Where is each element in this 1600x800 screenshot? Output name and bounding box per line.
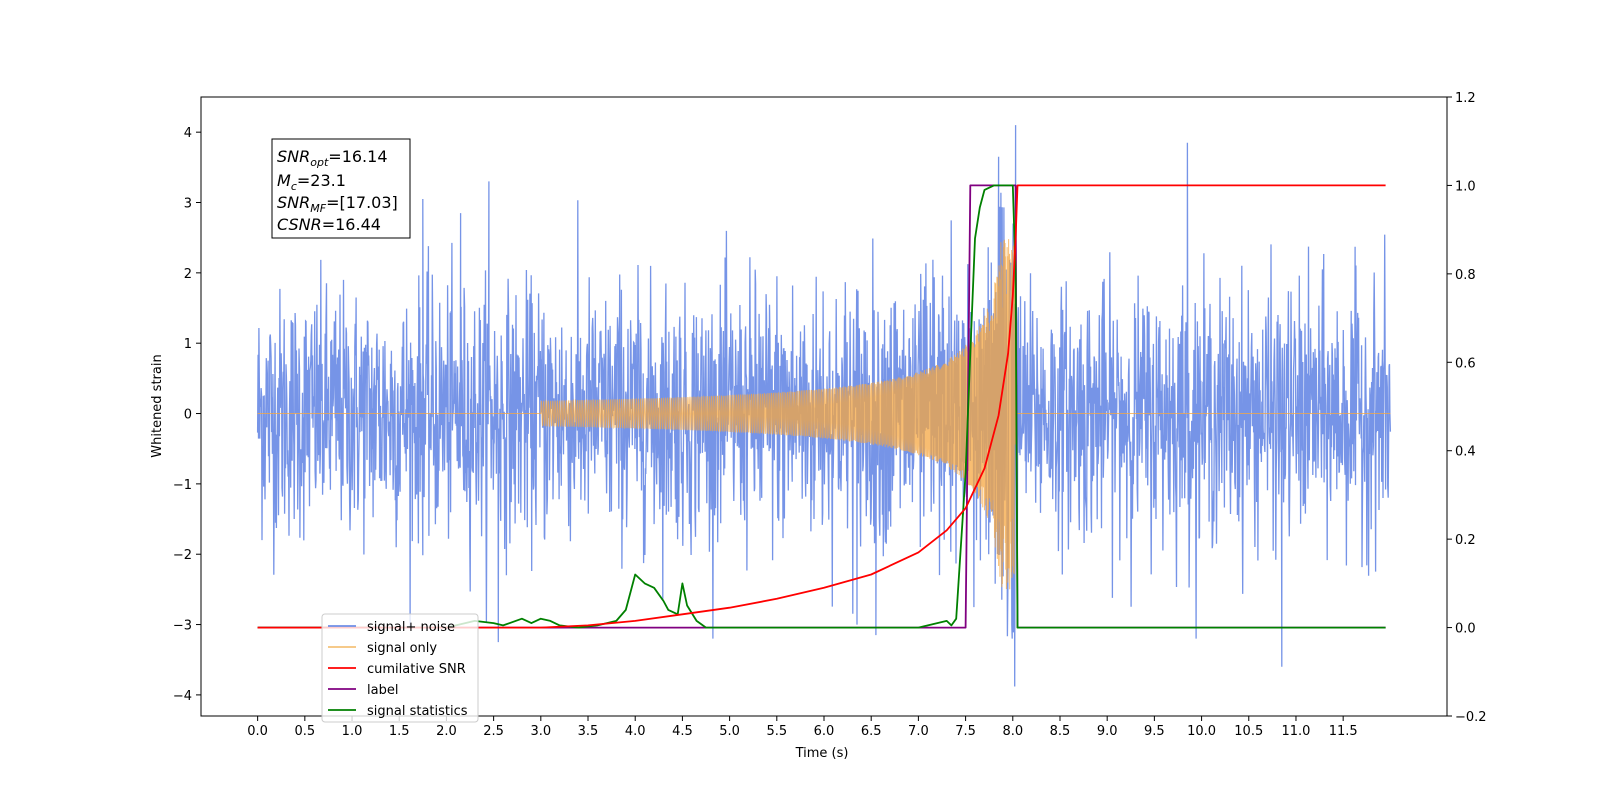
y-tick-label: −2 xyxy=(173,548,192,563)
x-tick-label: 10.0 xyxy=(1187,724,1216,739)
annotation-box: SNRopt=16.14 Mc=23.1 SNRMF=[17.03] CSNR=… xyxy=(271,138,411,239)
series-cumilative-snr-line xyxy=(257,184,1386,629)
svg-text:SNRMF=[17.03]: SNRMF=[17.03] xyxy=(277,193,398,215)
annotation-csnr-base: CSNR xyxy=(277,215,322,234)
x-tick-label: 1.0 xyxy=(342,724,363,739)
x-tick-label: 2.5 xyxy=(483,724,504,739)
x-tick-label: 8.5 xyxy=(1050,724,1071,739)
x-tick-label: 5.5 xyxy=(766,724,787,739)
y2-tick-label: 0.8 xyxy=(1455,268,1476,283)
annotation-mc-base: M xyxy=(277,171,291,190)
annotation-snr-opt-value: =16.14 xyxy=(328,147,387,166)
series-signal-only-line xyxy=(257,239,1391,590)
x-tick-label: 11.5 xyxy=(1329,724,1358,739)
y-axis-label: Whitened strain xyxy=(150,354,165,457)
annotation-snr-mf-sub: MF xyxy=(310,202,326,215)
x-tick-label: 4.0 xyxy=(625,724,646,739)
annotation-mc-sub: c xyxy=(291,180,297,193)
y2-axis-ticks: 1.2 1.0 0.8 0.6 0.4 0.2 0.0 −0.2 xyxy=(1447,91,1487,725)
annotation-mc-value: =23.1 xyxy=(297,171,346,190)
x-tick-label: 9.0 xyxy=(1097,724,1118,739)
y-tick-label: −1 xyxy=(173,478,192,493)
x-tick-label: 0.0 xyxy=(247,724,268,739)
annotation-snr-mf-value: =[17.03] xyxy=(326,193,398,212)
y-tick-label: 2 xyxy=(184,267,192,282)
x-tick-label: 6.5 xyxy=(861,724,882,739)
series-signal-noise-line xyxy=(256,125,1392,687)
x-tick-label: 3.5 xyxy=(578,724,599,739)
x-axis-label: Time (s) xyxy=(795,746,849,761)
annotation-snr-opt-base: SNR xyxy=(277,147,310,166)
y2-tick-label: 0.6 xyxy=(1455,356,1476,371)
svg-text:CSNR=16.44: CSNR=16.44 xyxy=(277,215,381,234)
legend-entry-label: label xyxy=(367,683,398,698)
y2-tick-label: 1.0 xyxy=(1455,179,1476,194)
legend-box xyxy=(321,613,479,723)
y-tick-label: −3 xyxy=(173,619,192,634)
x-tick-label: 3.0 xyxy=(530,724,551,739)
y-axis-ticks: 4 3 2 1 0 −1 −2 −3 −4 xyxy=(173,126,201,704)
y2-tick-label: −0.2 xyxy=(1455,710,1487,725)
legend-entry-label: signal statistics xyxy=(367,704,468,719)
x-tick-label: 10.5 xyxy=(1234,724,1263,739)
series-layer xyxy=(256,125,1392,687)
legend-entry-label: signal only xyxy=(367,641,437,656)
y-tick-label: −4 xyxy=(173,689,192,704)
legend-entry-label: signal+ noise xyxy=(367,620,455,635)
x-tick-label: 4.5 xyxy=(672,724,693,739)
x-tick-label: 7.5 xyxy=(955,724,976,739)
x-tick-label: 0.5 xyxy=(294,724,315,739)
y-tick-label: 4 xyxy=(184,126,192,141)
annotation-snr-opt-sub: opt xyxy=(310,156,329,169)
y-tick-label: 3 xyxy=(184,197,192,212)
annotation-snr-mf-base: SNR xyxy=(277,193,310,212)
x-tick-label: 7.0 xyxy=(908,724,929,739)
x-tick-label: 6.0 xyxy=(814,724,835,739)
x-tick-label: 5.0 xyxy=(719,724,740,739)
y-tick-label: 0 xyxy=(184,408,192,423)
y2-tick-label: 1.2 xyxy=(1455,91,1476,106)
x-tick-label: 1.5 xyxy=(389,724,410,739)
legend: signal+ noise signal only cumilative SNR la… xyxy=(321,613,479,723)
x-axis-ticks: 0.0 0.5 1.0 1.5 2.0 2.5 3.0 3.5 4.0 4.5 5.0 5.5 6.0 6… xyxy=(247,716,1358,739)
y2-tick-label: 0.2 xyxy=(1455,533,1476,548)
x-tick-label: 11.0 xyxy=(1281,724,1310,739)
x-tick-label: 2.0 xyxy=(436,724,457,739)
x-tick-label: 8.0 xyxy=(1002,724,1023,739)
annotation-csnr-value: =16.44 xyxy=(322,215,381,234)
x-tick-label: 9.5 xyxy=(1144,724,1165,739)
y2-tick-label: 0.4 xyxy=(1455,445,1476,460)
svg-text:Mc=23.1: Mc=23.1 xyxy=(277,171,346,193)
svg-text:SNRopt=16.14: SNRopt=16.14 xyxy=(277,147,388,169)
y-tick-label: 1 xyxy=(184,337,192,352)
y2-tick-label: 0.0 xyxy=(1455,622,1476,637)
legend-entry-label: cumilative SNR xyxy=(367,662,466,677)
